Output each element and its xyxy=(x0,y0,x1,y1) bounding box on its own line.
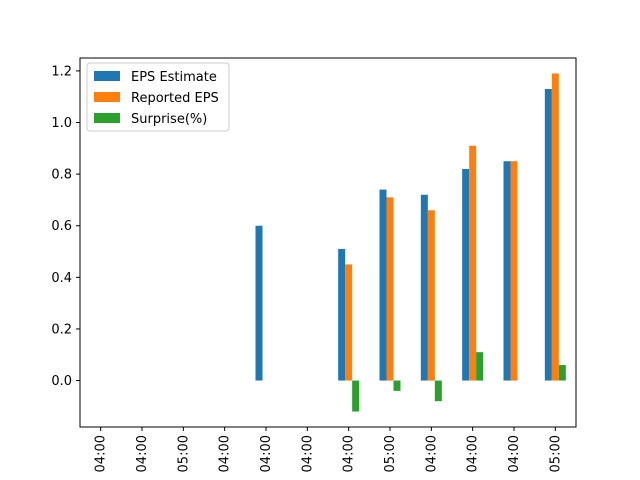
x-tick-label-1: 04:00 xyxy=(135,435,150,472)
y-tick-label-1: 0.2 xyxy=(51,322,72,337)
bar-reported-eps-10 xyxy=(510,161,518,381)
bar-eps-estimate-8 xyxy=(420,194,428,381)
x-tick-label-8: 04:00 xyxy=(424,435,439,472)
y-tick-label-6: 1.2 xyxy=(51,64,72,79)
y-tick-label-4: 0.8 xyxy=(51,168,72,183)
x-tick-label-10: 04:00 xyxy=(507,435,522,472)
bar-surprise--8 xyxy=(434,380,442,402)
x-axis: 04:00 04:00 05:00 04:00 04:00 04:00 04:00 05:00… xyxy=(94,427,563,472)
legend-label-eps-estimate: EPS Estimate xyxy=(131,70,217,85)
legend-label-reported-eps: Reported EPS xyxy=(131,91,219,106)
legend-box xyxy=(86,62,230,132)
x-tick-label-3: 04:00 xyxy=(218,435,233,472)
bar-eps-estimate-6 xyxy=(338,248,346,381)
x-tick-label-4: 04:00 xyxy=(259,435,274,472)
bar-eps-estimate-9 xyxy=(462,168,470,381)
x-tick-label-2: 05:00 xyxy=(176,435,191,472)
bar-reported-eps-8 xyxy=(427,210,435,381)
bar-eps-estimate-11 xyxy=(544,88,552,381)
y-tick-label-2: 0.4 xyxy=(51,271,72,286)
bar-eps-estimate-4 xyxy=(255,225,263,381)
bar-reported-eps-7 xyxy=(386,197,394,381)
bars-layer xyxy=(255,73,566,412)
legend-swatch-surprise- xyxy=(94,113,120,123)
legend-swatch-eps-estimate xyxy=(94,71,120,81)
x-tick-label-6: 04:00 xyxy=(342,435,357,472)
y-tick-label-0: 0.0 xyxy=(51,374,72,389)
x-tick-label-11: 05:00 xyxy=(548,435,563,472)
x-tick-label-7: 05:00 xyxy=(383,435,398,472)
bar-eps-estimate-10 xyxy=(503,161,511,381)
legend-swatch-reported-eps xyxy=(94,92,120,102)
x-tick-label-0: 04:00 xyxy=(94,435,109,472)
y-tick-label-5: 1.0 xyxy=(51,116,72,131)
bar-reported-eps-11 xyxy=(551,73,559,381)
plot-frame xyxy=(79,57,577,428)
bar-reported-eps-6 xyxy=(345,264,353,381)
bar-surprise--11 xyxy=(558,365,566,381)
bar-surprise--6 xyxy=(352,380,360,412)
legend-label-surprise-: Surprise(%) xyxy=(131,112,207,127)
x-tick-label-5: 04:00 xyxy=(300,435,315,472)
bar-reported-eps-9 xyxy=(469,145,477,381)
x-tick-label-9: 04:00 xyxy=(466,435,481,472)
bar-surprise--9 xyxy=(476,352,484,381)
legend: EPS Estimate Reported EPS Surprise(%) xyxy=(86,62,230,132)
bar-surprise--7 xyxy=(393,380,401,391)
y-axis: 0.0 0.2 0.4 0.6 0.8 1.0 1.2 xyxy=(51,64,80,389)
bar-eps-estimate-7 xyxy=(379,189,387,381)
y-tick-label-3: 0.6 xyxy=(51,219,72,234)
